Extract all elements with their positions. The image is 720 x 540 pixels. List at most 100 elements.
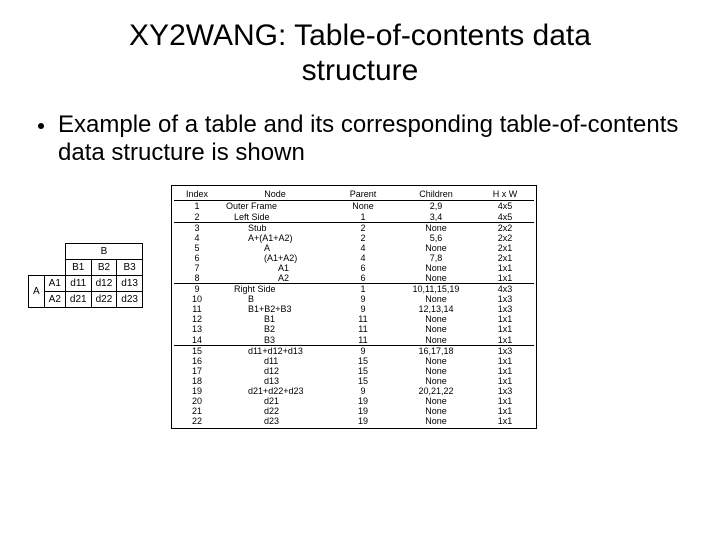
toc-cell-hw: 1x3	[476, 386, 534, 396]
toc-row: 4A+(A1+A2)25,62x2	[174, 233, 534, 243]
toc-cell-children: None	[396, 396, 476, 406]
toc-cell-children: None	[396, 356, 476, 366]
slide-title: XY2WANG: Table-of-contents data structur…	[28, 18, 692, 89]
toc-cell-hw: 2x2	[476, 222, 534, 233]
bullet-row: Example of a table and its corresponding…	[38, 111, 692, 168]
toc-row: 9Right Side110,11,15,194x3	[174, 284, 534, 295]
toc-cell-node: Outer Frame	[220, 201, 330, 212]
toc-cell-hw: 1x1	[476, 263, 534, 273]
toc-cell-children: 20,21,22	[396, 386, 476, 396]
toc-header-row: Index Node Parent Children H x W	[174, 188, 534, 201]
toc-cell-node: (A1+A2)	[220, 253, 330, 263]
table-row: B1 B2 B3	[29, 260, 143, 276]
toc-cell-node: d12	[220, 366, 330, 376]
blank-cell	[29, 244, 45, 260]
toc-cell-hw: 1x1	[476, 366, 534, 376]
toc-cell-hw: 1x1	[476, 335, 534, 346]
toc-cell-parent: 9	[330, 386, 396, 396]
toc-cell-children: None	[396, 366, 476, 376]
toc-row: 8A26None1x1	[174, 273, 534, 284]
toc-cell-parent: 9	[330, 304, 396, 314]
cell-A: A	[29, 276, 45, 308]
cell-B1: B1	[65, 260, 91, 276]
toc-cell-node: d22	[220, 406, 330, 416]
toc-cell-index: 16	[174, 356, 220, 366]
toc-cell-children: None	[396, 294, 476, 304]
toc-cell-children: None	[396, 273, 476, 284]
toc-cell-hw: 1x1	[476, 396, 534, 406]
example-table: B B1 B2 B3 A A1 d11 d12 d13 A2	[28, 243, 143, 308]
toc-row: 11B1+B2+B3912,13,141x3	[174, 304, 534, 314]
toc-cell-parent: 6	[330, 263, 396, 273]
slide: XY2WANG: Table-of-contents data structur…	[0, 0, 720, 540]
toc-cell-index: 14	[174, 335, 220, 346]
toc-row: 10B9None1x3	[174, 294, 534, 304]
toc-cell-hw: 4x5	[476, 212, 534, 223]
toc-cell-children: 5,6	[396, 233, 476, 243]
toc-cell-parent: 15	[330, 356, 396, 366]
toc-row: 17d1215None1x1	[174, 366, 534, 376]
toc-col-children: Children	[396, 188, 476, 201]
table-row: B	[29, 244, 143, 260]
cell-d22: d22	[91, 292, 117, 308]
toc-cell-hw: 1x3	[476, 345, 534, 356]
toc-cell-node: B1+B2+B3	[220, 304, 330, 314]
toc-cell-node: A	[220, 243, 330, 253]
toc-cell-parent: 1	[330, 284, 396, 295]
toc-cell-node: B3	[220, 335, 330, 346]
toc-cell-node: B	[220, 294, 330, 304]
toc-row: 22d2319None1x1	[174, 416, 534, 426]
bullet-block: Example of a table and its corresponding…	[38, 111, 692, 168]
toc-cell-hw: 1x1	[476, 324, 534, 334]
toc-cell-index: 1	[174, 201, 220, 212]
toc-cell-hw: 1x1	[476, 356, 534, 366]
cell-d13: d13	[117, 276, 143, 292]
toc-row: 12B111None1x1	[174, 314, 534, 324]
toc-row: 7A16None1x1	[174, 263, 534, 273]
toc-cell-children: 10,11,15,19	[396, 284, 476, 295]
toc-cell-hw: 4x5	[476, 201, 534, 212]
toc-cell-node: A1	[220, 263, 330, 273]
toc-cell-index: 17	[174, 366, 220, 376]
toc-cell-parent: 15	[330, 376, 396, 386]
toc-cell-hw: 4x3	[476, 284, 534, 295]
blank-cell	[44, 260, 65, 276]
toc-cell-parent: 19	[330, 396, 396, 406]
blank-cell	[44, 244, 65, 260]
toc-row: 2Left Side13,44x5	[174, 212, 534, 223]
toc-cell-node: Right Side	[220, 284, 330, 295]
toc-cell-children: None	[396, 376, 476, 386]
cell-B: B	[65, 244, 142, 260]
toc-cell-children: None	[396, 314, 476, 324]
toc-row: 21d2219None1x1	[174, 406, 534, 416]
toc-cell-children: 7,8	[396, 253, 476, 263]
toc-wrap: Index Node Parent Children H x W 1Outer …	[171, 185, 692, 434]
toc-cell-node: A+(A1+A2)	[220, 233, 330, 243]
toc-cell-parent: 9	[330, 345, 396, 356]
toc-row: 19d21+d22+d23920,21,221x3	[174, 386, 534, 396]
toc-cell-node: Stub	[220, 222, 330, 233]
toc-cell-index: 11	[174, 304, 220, 314]
toc-cell-children: 16,17,18	[396, 345, 476, 356]
toc-col-parent: Parent	[330, 188, 396, 201]
toc-cell-index: 15	[174, 345, 220, 356]
toc-cell-hw: 2x1	[476, 243, 534, 253]
toc-cell-index: 19	[174, 386, 220, 396]
toc-cell-parent: None	[330, 201, 396, 212]
toc-cell-node: d11	[220, 356, 330, 366]
toc-cell-node: d21	[220, 396, 330, 406]
toc-cell-parent: 6	[330, 273, 396, 284]
toc-cell-children: 3,4	[396, 212, 476, 223]
toc-cell-node: d13	[220, 376, 330, 386]
title-line-2: structure	[302, 54, 419, 87]
cell-d23: d23	[117, 292, 143, 308]
cell-d11: d11	[65, 276, 91, 292]
toc-row: 1Outer FrameNone2,94x5	[174, 201, 534, 212]
toc-cell-node: d21+d22+d23	[220, 386, 330, 396]
toc-cell-index: 12	[174, 314, 220, 324]
toc-row: 13B211None1x1	[174, 324, 534, 334]
cell-d12: d12	[91, 276, 117, 292]
toc-row: 15d11+d12+d13916,17,181x3	[174, 345, 534, 356]
example-table-wrap: B B1 B2 B3 A A1 d11 d12 d13 A2	[28, 185, 143, 308]
toc-cell-index: 7	[174, 263, 220, 273]
